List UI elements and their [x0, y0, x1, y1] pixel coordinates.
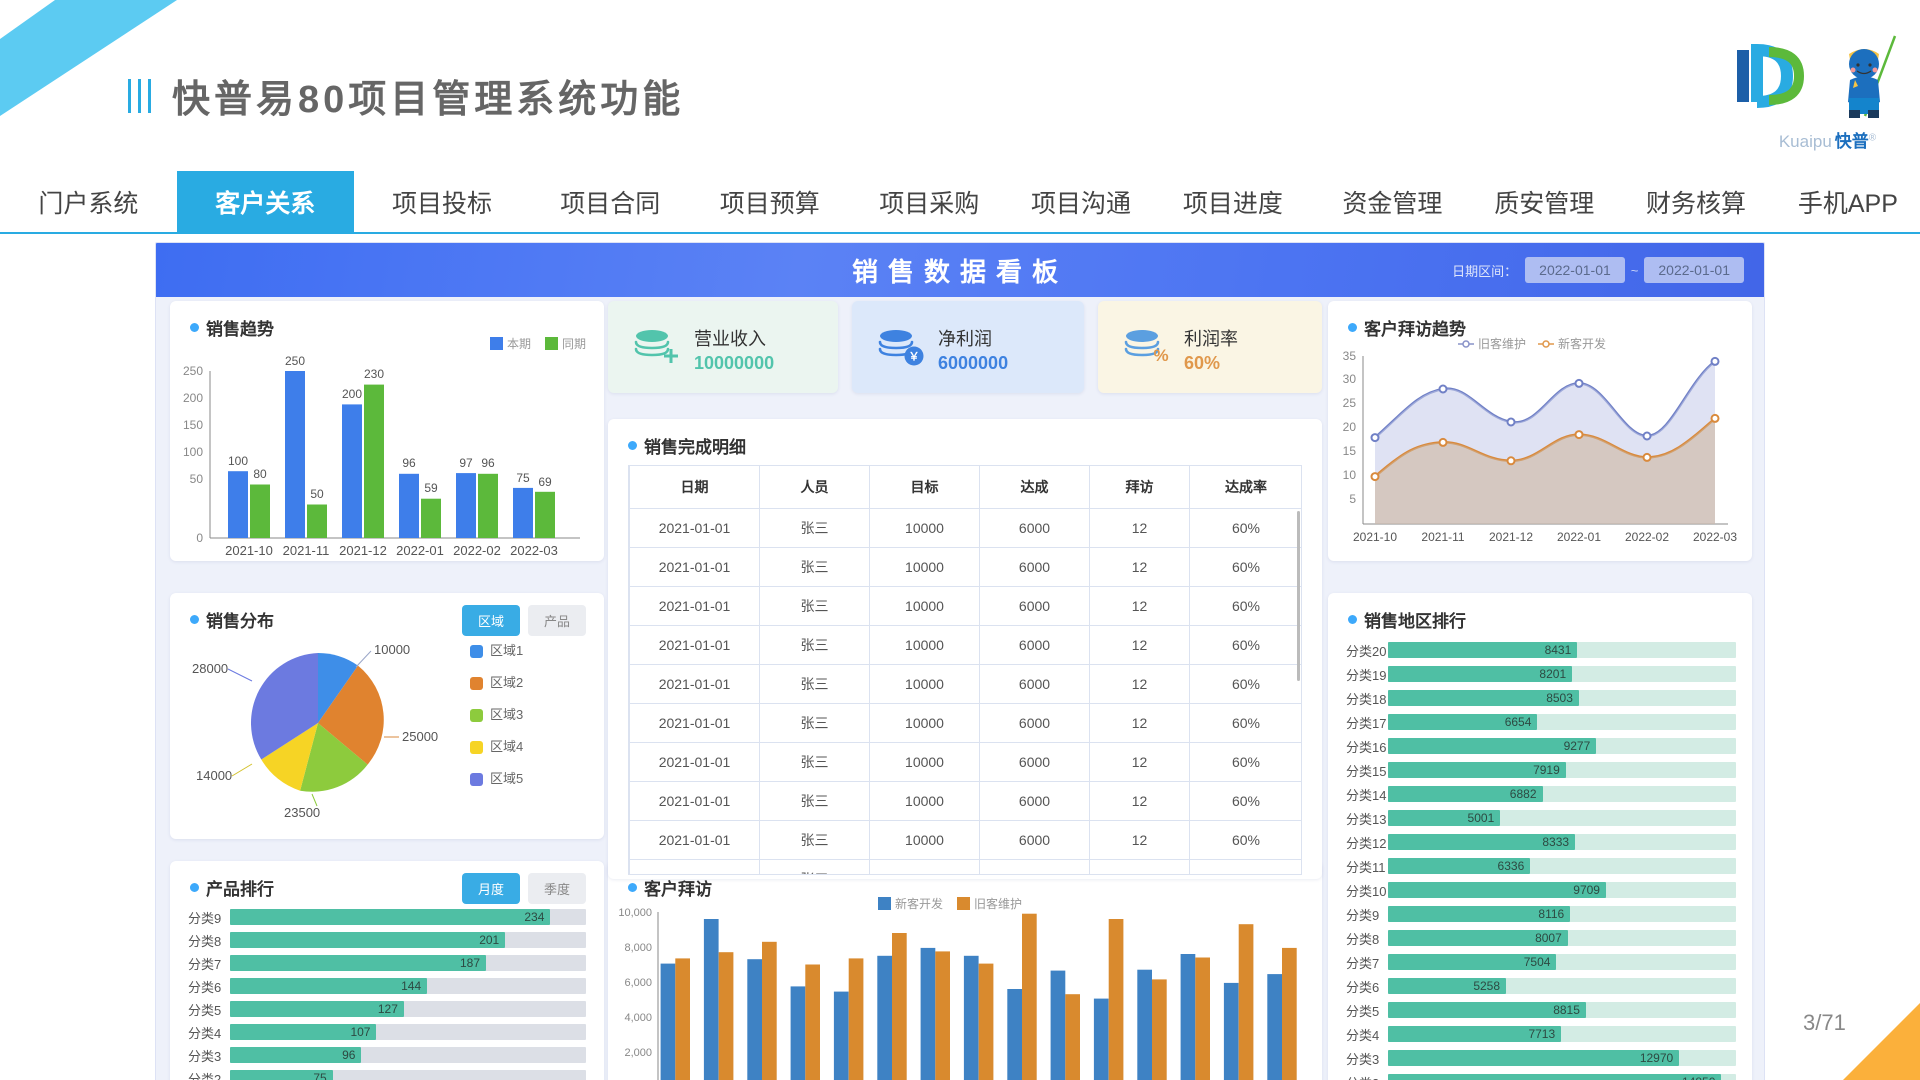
svg-text:23500: 23500	[284, 805, 320, 819]
svg-text:区域4: 区域4	[490, 739, 523, 754]
svg-text:15: 15	[1343, 444, 1357, 458]
svg-text:区域3: 区域3	[490, 707, 523, 722]
svg-text:25000: 25000	[402, 729, 438, 744]
svg-text:50: 50	[190, 472, 204, 486]
svg-text:200: 200	[342, 387, 362, 401]
svg-text:150: 150	[183, 418, 203, 432]
svg-text:0: 0	[196, 531, 203, 545]
svg-text:230: 230	[364, 367, 384, 381]
svg-text:4,000: 4,000	[624, 1012, 652, 1024]
svg-text:2021-12: 2021-12	[1489, 530, 1533, 544]
svg-text:30: 30	[1343, 372, 1357, 386]
svg-text:100: 100	[228, 454, 248, 468]
svg-text:5: 5	[1349, 492, 1356, 506]
svg-text:8,000: 8,000	[624, 942, 652, 954]
svg-text:20: 20	[1343, 420, 1357, 434]
svg-text:250: 250	[183, 364, 203, 378]
svg-text:96: 96	[481, 456, 495, 470]
svg-text:2022-03: 2022-03	[1693, 530, 1737, 544]
svg-text:10000: 10000	[374, 642, 410, 657]
svg-text:区域1: 区域1	[490, 643, 523, 658]
svg-text:75: 75	[516, 471, 530, 485]
svg-text:2022-01: 2022-01	[1557, 530, 1601, 544]
svg-text:2,000: 2,000	[624, 1047, 652, 1059]
svg-text:2022-02: 2022-02	[1625, 530, 1669, 544]
svg-text:10: 10	[1343, 468, 1357, 482]
svg-text:69: 69	[538, 475, 552, 489]
svg-text:96: 96	[402, 456, 416, 470]
svg-text:2022-01: 2022-01	[396, 543, 444, 558]
svg-text:2021-12: 2021-12	[339, 543, 387, 558]
svg-text:35: 35	[1343, 349, 1357, 363]
svg-text:%: %	[1153, 346, 1168, 365]
svg-text:6,000: 6,000	[624, 977, 652, 989]
svg-text:50: 50	[310, 487, 324, 501]
svg-text:2021-10: 2021-10	[1353, 530, 1397, 544]
svg-text:区域5: 区域5	[490, 771, 523, 786]
svg-text:25: 25	[1343, 396, 1357, 410]
svg-text:2021-10: 2021-10	[225, 543, 273, 558]
svg-text:2021-11: 2021-11	[1421, 530, 1464, 544]
svg-text:28000: 28000	[192, 661, 228, 676]
svg-text:97: 97	[459, 456, 473, 470]
svg-text:10,000: 10,000	[618, 907, 652, 919]
svg-text:￥: ￥	[909, 351, 920, 363]
svg-text:2022-03: 2022-03	[510, 543, 558, 558]
svg-text:2021-11: 2021-11	[283, 543, 330, 558]
svg-text:区域2: 区域2	[490, 675, 523, 690]
svg-text:200: 200	[183, 391, 203, 405]
svg-text:100: 100	[183, 445, 203, 459]
svg-text:80: 80	[253, 467, 267, 481]
svg-text:2022-02: 2022-02	[453, 543, 501, 558]
svg-text:14000: 14000	[196, 768, 232, 783]
svg-text:250: 250	[285, 354, 305, 368]
svg-text:59: 59	[424, 481, 438, 495]
